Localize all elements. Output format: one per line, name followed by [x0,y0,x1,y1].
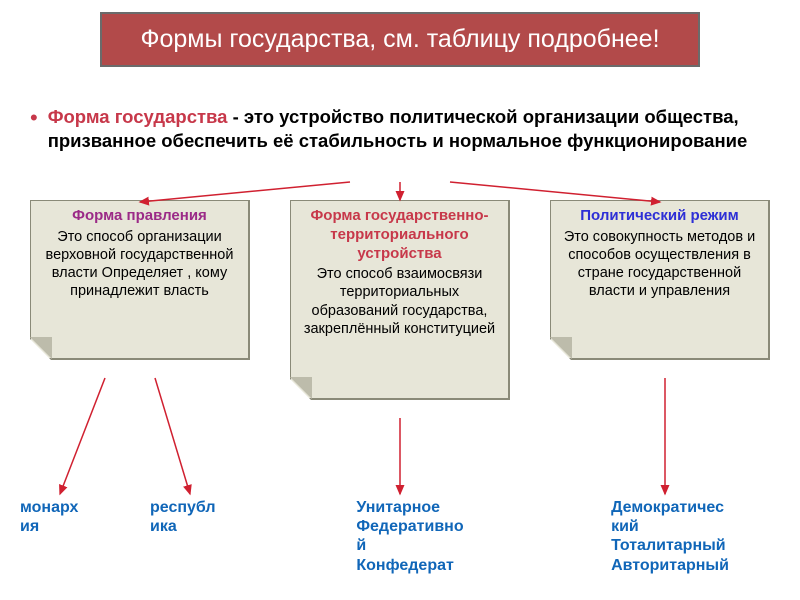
card-col-1: Форма правления Это способ организации в… [20,200,260,400]
sub-row-1: монарх ия республ ика [20,498,260,536]
definition-text: Форма государства - это устройство полит… [48,105,780,153]
card-col-3: Политический режим Это совокупность мето… [540,200,780,400]
arrow-to-card3 [450,182,660,202]
definition-row: • Форма государства - это устройство пол… [30,105,780,153]
card-1-body: Это способ организации верховной государ… [41,228,238,301]
sub-regime: Демократичес кий Тоталитарный Авторитарн… [611,498,729,575]
cards-row: Форма правления Это способ организации в… [20,200,780,400]
fold-b [549,338,571,360]
sub-monarchy: монарх ия [20,498,120,536]
sub-row-2: Унитарное Федеративно й Конфедерат [290,498,530,575]
card-col-2: Форма государственно-территориального ус… [280,200,520,400]
card-1: Форма правления Это способ организации в… [30,200,250,360]
arrow-to-card1 [140,182,350,202]
card-2-title: Форма государственно-территориального ус… [301,207,498,263]
card-1-title: Форма правления [41,207,238,226]
definition-term: Форма государства [48,106,228,127]
card-3-body: Это совокупность методов и способов осущ… [561,228,758,301]
card-3-title: Политический режим [561,207,758,226]
sub-row-3: Демократичес кий Тоталитарный Авторитарн… [555,498,785,575]
fold-b [289,378,311,400]
card-2-body: Это способ взаимосвязи территориальных о… [301,265,498,338]
bullet-icon: • [30,107,38,129]
definition-dash: - [227,106,243,127]
card-2: Форма государственно-территориального ус… [290,200,510,400]
header-banner: Формы государства, см. таблицу подробнее… [100,12,700,67]
sub-territorial: Унитарное Федеративно й Конфедерат [356,498,463,575]
sub-republic: республ ика [150,498,260,536]
card-3: Политический режим Это совокупность мето… [550,200,770,360]
fold-b [29,338,51,360]
